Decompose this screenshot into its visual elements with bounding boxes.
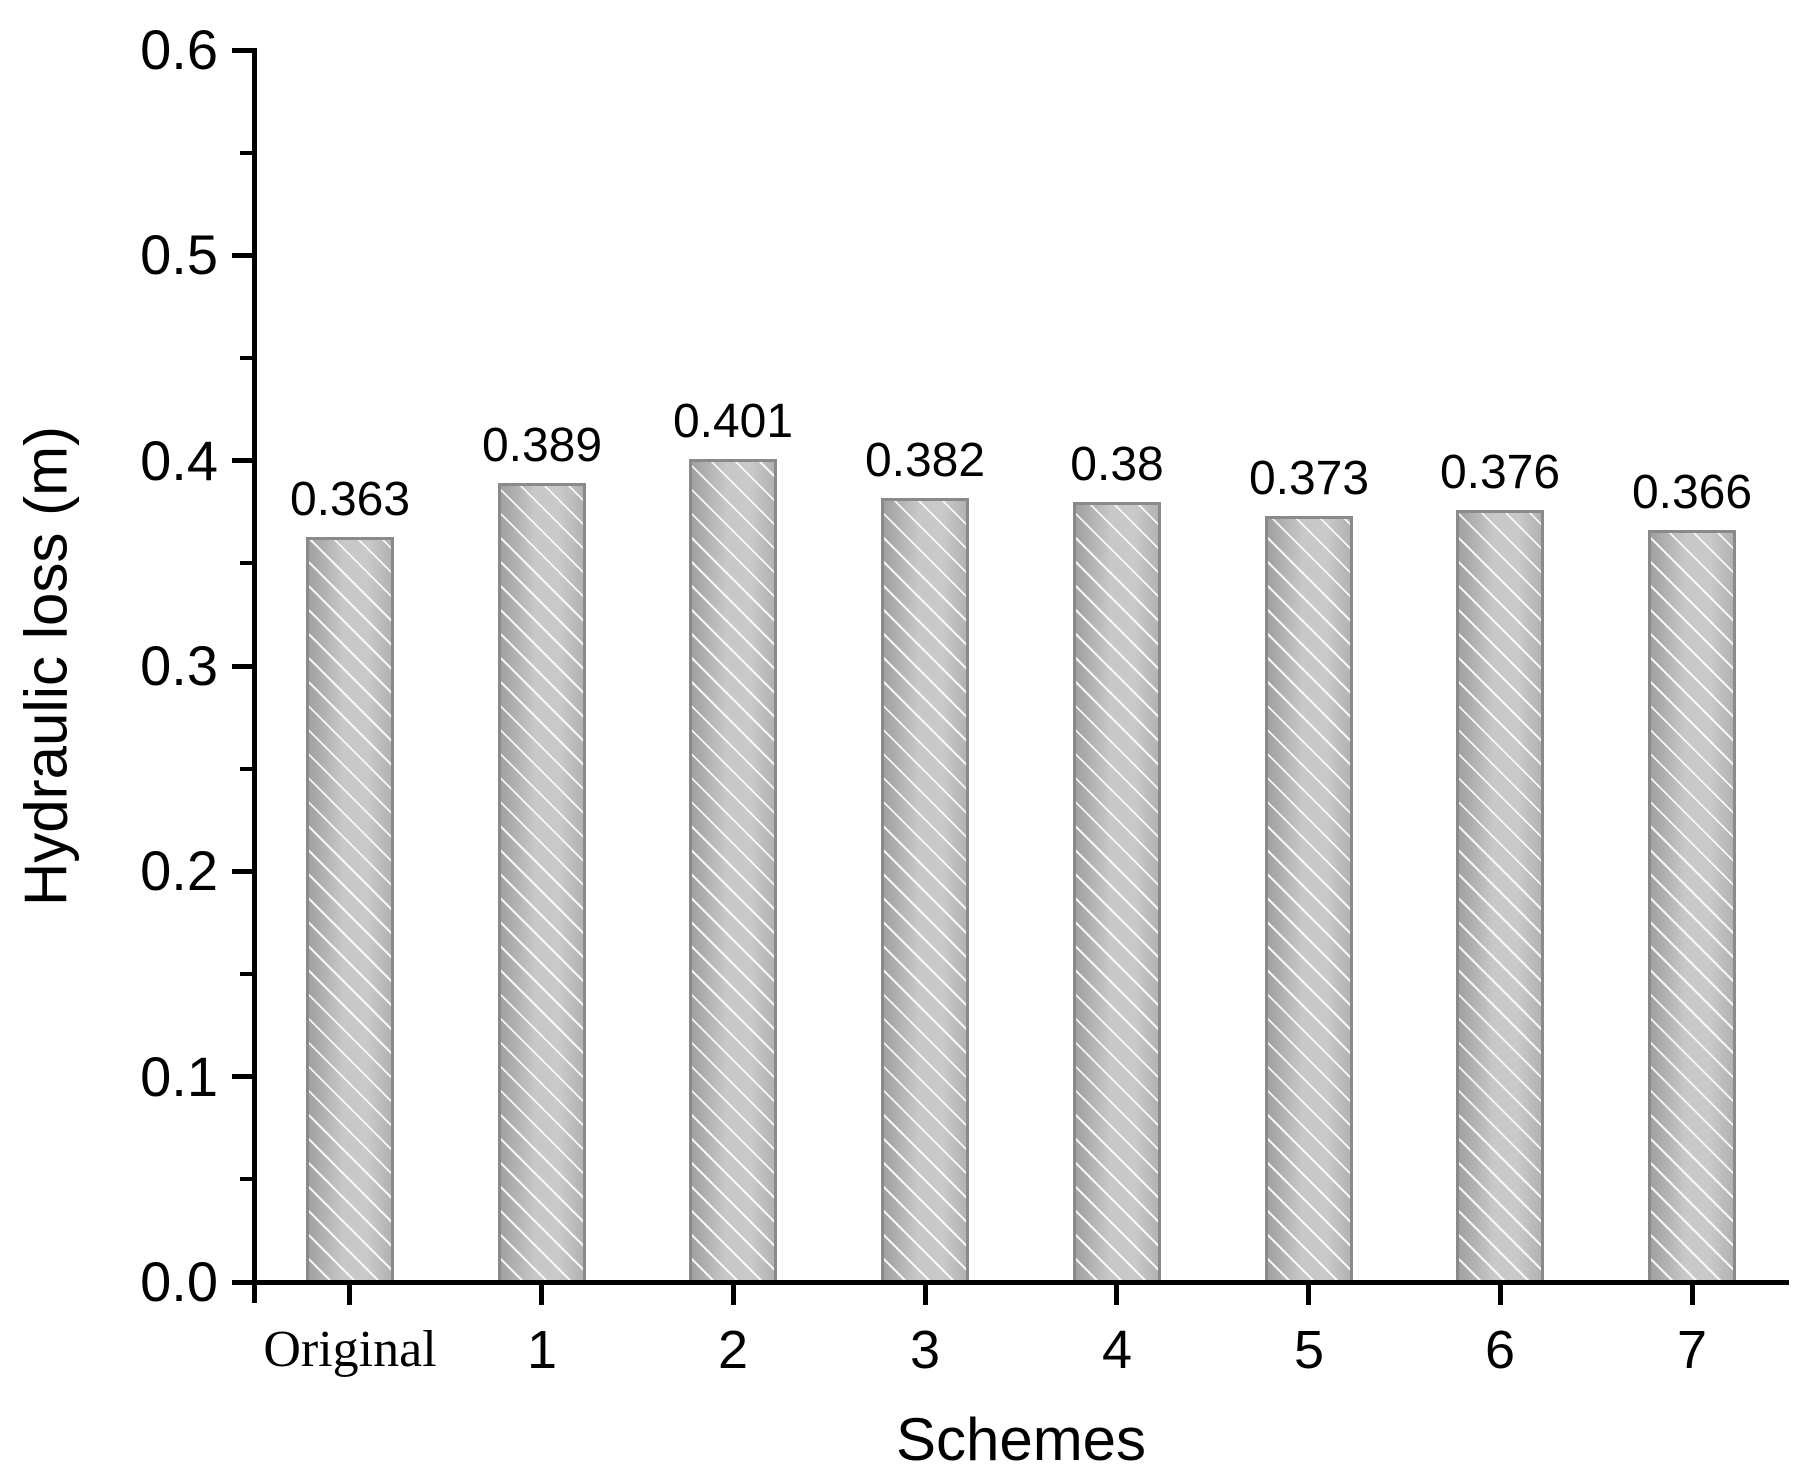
y-tick-label: 0.5 — [140, 223, 218, 287]
bar — [1265, 516, 1353, 1282]
y-tick — [232, 252, 253, 258]
y-tick — [232, 458, 253, 464]
bar — [1073, 502, 1161, 1282]
x-tick-label: 5 — [1293, 1320, 1325, 1380]
bar-value-label: 0.401 — [672, 395, 794, 448]
bar — [1456, 510, 1544, 1282]
x-tick — [539, 1285, 544, 1305]
x-tick — [1690, 1285, 1695, 1305]
x-tick-label: Original — [263, 1321, 437, 1378]
bar-value-label: 0.366 — [1631, 466, 1753, 519]
y-minor-tick — [240, 972, 253, 976]
y-minor-tick — [240, 1177, 253, 1182]
bar-value-label: 0.373 — [1248, 452, 1370, 505]
y-tick — [232, 1279, 253, 1285]
y-tick-label: 0.6 — [140, 18, 218, 81]
x-tick-label: 6 — [1484, 1320, 1516, 1380]
bar-value-label: 0.382 — [864, 434, 986, 487]
y-tick-label: 0.0 — [140, 1250, 218, 1313]
x-tick — [731, 1285, 736, 1305]
y-tick-label: 0.2 — [140, 839, 218, 903]
y-tick — [232, 868, 253, 874]
bar-value-label: 0.376 — [1439, 446, 1561, 499]
x-tick-label: 7 — [1676, 1320, 1708, 1380]
x-tick — [1498, 1285, 1503, 1305]
x-tick-label: 1 — [526, 1320, 558, 1380]
x-tick — [1114, 1285, 1119, 1305]
y-axis-line — [252, 48, 257, 1303]
bar — [881, 498, 969, 1282]
x-tick-label: 4 — [1101, 1320, 1133, 1380]
y-tick — [232, 1074, 253, 1080]
y-tick-label: 0.1 — [140, 1044, 218, 1108]
bar — [306, 537, 394, 1282]
bar — [1648, 530, 1736, 1282]
x-axis-title: Schemes — [895, 1406, 1147, 1473]
y-tick-label: 0.4 — [140, 428, 218, 492]
y-minor-tick — [240, 561, 253, 566]
x-axis-line — [252, 1280, 1789, 1285]
y-minor-tick — [240, 766, 253, 771]
y-minor-tick — [240, 150, 253, 155]
y-minor-tick — [240, 356, 253, 360]
y-tick-label: 0.3 — [140, 634, 218, 697]
y-tick — [232, 663, 253, 669]
bar-value-label: 0.38 — [1070, 438, 1164, 491]
x-tick-label: 2 — [717, 1320, 749, 1380]
bar — [689, 459, 777, 1282]
x-tick — [347, 1285, 352, 1305]
bar — [498, 483, 586, 1282]
bar-value-label: 0.389 — [481, 419, 603, 472]
y-tick — [232, 47, 253, 53]
x-tick — [1306, 1285, 1311, 1305]
bar-value-label: 0.363 — [289, 473, 411, 526]
x-tick-label: 3 — [909, 1320, 941, 1380]
x-tick — [923, 1285, 928, 1305]
